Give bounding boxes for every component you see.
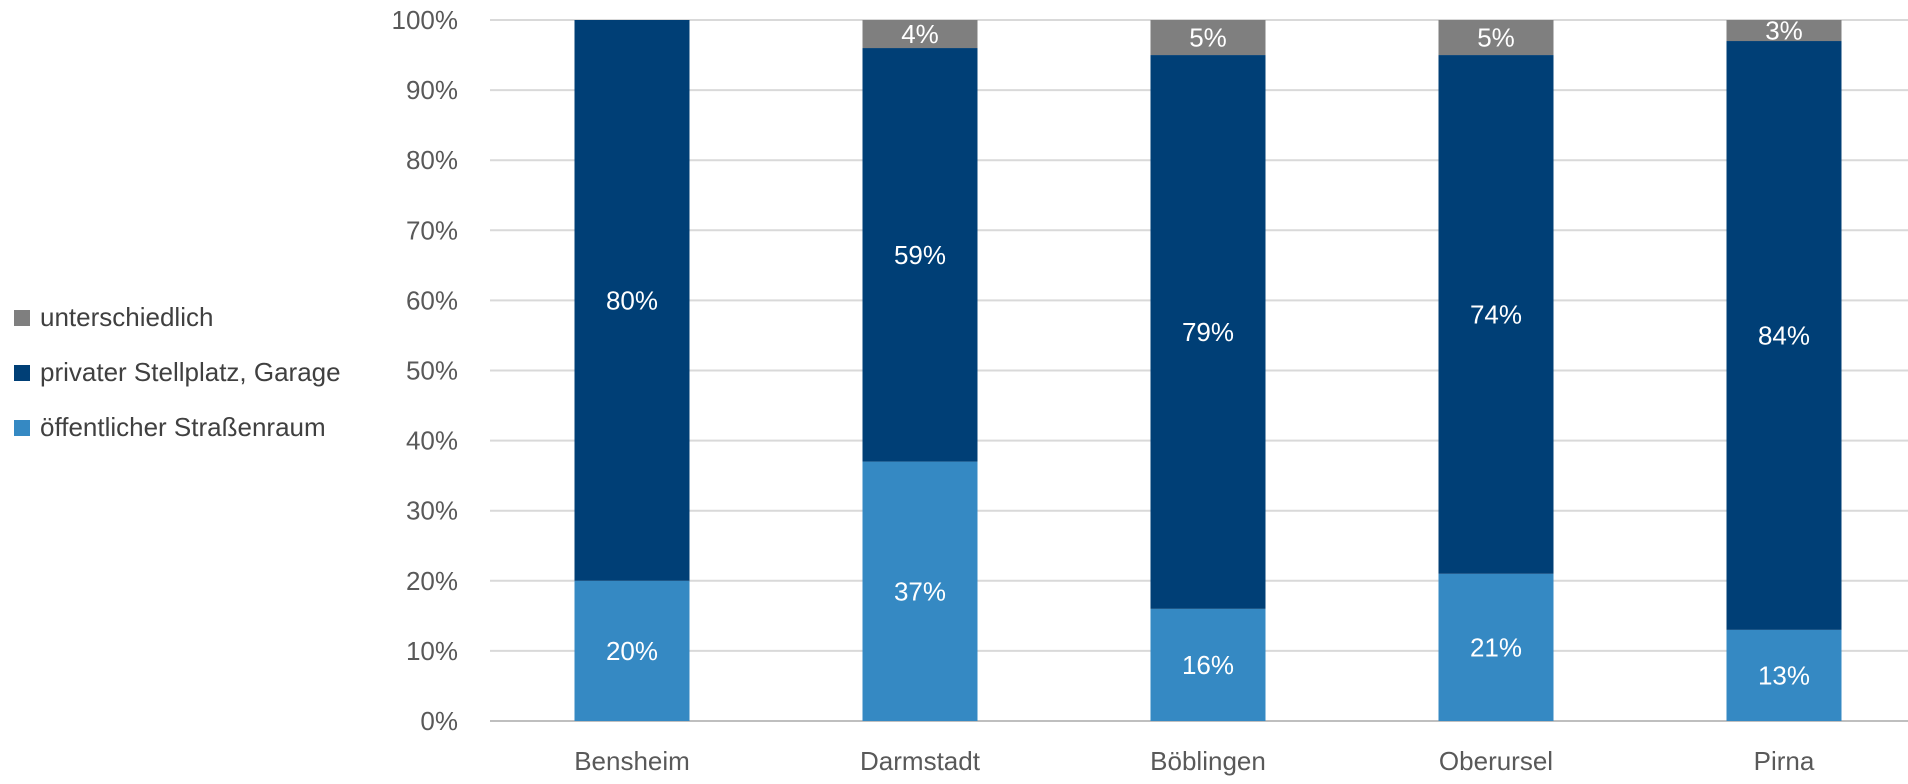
- data-label: 5%: [1189, 23, 1227, 53]
- bar-segment: [1726, 41, 1842, 630]
- y-axis: 0% 10% 20% 30% 40% 50% 60% 70% 80% 90% 100%: [392, 5, 459, 736]
- data-label: 84%: [1758, 320, 1810, 350]
- legend-label: öffentlicher Straßenraum: [40, 412, 326, 442]
- data-label: 79%: [1182, 317, 1234, 347]
- legend-item-unterschiedlich: unterschiedlich: [14, 290, 341, 345]
- y-tick-label: 80%: [406, 145, 458, 175]
- data-label: 59%: [894, 240, 946, 270]
- x-tick-label: Pirna: [1754, 746, 1815, 776]
- legend-item-privater-stellplatz: privater Stellplatz, Garage: [14, 345, 341, 400]
- data-label: 21%: [1470, 632, 1522, 662]
- bar-segment: [574, 580, 690, 721]
- bar-segment: [862, 20, 978, 49]
- data-label: 13%: [1758, 660, 1810, 690]
- legend: unterschiedlich privater Stellplatz, Gar…: [14, 290, 341, 455]
- y-tick-label: 10%: [406, 636, 458, 666]
- legend-item-oeffentlicher-strassenraum: öffentlicher Straßenraum: [14, 400, 341, 455]
- legend-swatch: [14, 309, 30, 326]
- x-tick-label: Böblingen: [1150, 746, 1266, 776]
- y-tick-label: 0%: [420, 706, 458, 736]
- bar-segment: [1438, 573, 1554, 721]
- bar-segment: [1150, 608, 1266, 721]
- y-tick-label: 20%: [406, 566, 458, 596]
- bar-segment: [1150, 55, 1266, 609]
- bar-segment: [1438, 20, 1554, 56]
- bars: 20% 80% 37% 59% 4% 16% 79% 5% 21% 74% 5% 13% 84% 3%: [574, 16, 1842, 721]
- data-label: 20%: [606, 636, 658, 666]
- data-label: 16%: [1182, 650, 1234, 680]
- legend-label: unterschiedlich: [40, 302, 214, 332]
- data-label: 37%: [894, 576, 946, 606]
- data-label: 74%: [1470, 299, 1522, 329]
- bar-segment: [1150, 20, 1266, 56]
- y-tick-label: 100%: [392, 5, 459, 35]
- x-tick-label: Oberursel: [1439, 746, 1553, 776]
- bar-segment: [862, 48, 978, 462]
- data-label: 5%: [1477, 23, 1515, 53]
- y-tick-label: 70%: [406, 215, 458, 245]
- x-tick-label: Bensheim: [574, 746, 690, 776]
- y-tick-label: 60%: [406, 285, 458, 315]
- y-tick-label: 40%: [406, 426, 458, 456]
- y-tick-label: 50%: [406, 356, 458, 386]
- bar-segment: [1438, 55, 1554, 574]
- legend-label: privater Stellplatz, Garage: [40, 357, 341, 387]
- legend-swatch: [14, 364, 30, 381]
- x-axis: Bensheim Darmstadt Böblingen Oberursel Pirna: [574, 746, 1815, 776]
- bar-segment: [1726, 20, 1842, 42]
- legend-swatch: [14, 419, 30, 436]
- y-tick-label: 90%: [406, 75, 458, 105]
- bar-segment: [574, 20, 690, 581]
- bar-segment: [862, 461, 978, 721]
- bar-segment: [1726, 629, 1842, 721]
- x-tick-label: Darmstadt: [860, 746, 981, 776]
- data-label: 3%: [1765, 16, 1803, 46]
- data-label: 80%: [606, 285, 658, 315]
- y-tick-label: 30%: [406, 496, 458, 526]
- data-label: 4%: [901, 19, 939, 49]
